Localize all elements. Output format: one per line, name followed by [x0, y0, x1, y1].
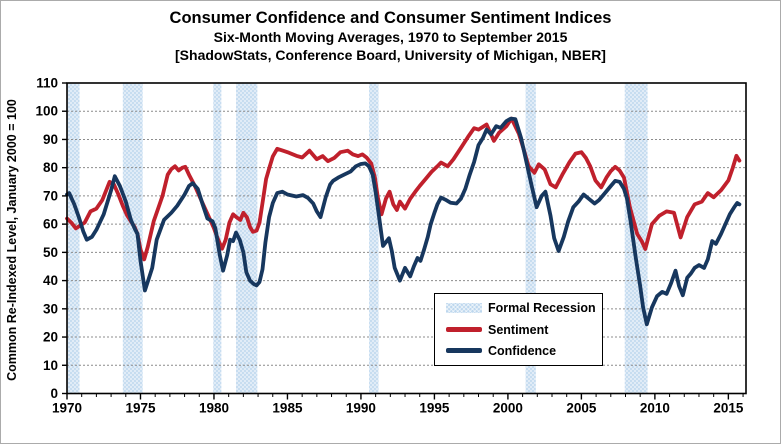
- x-tick-label: 2005: [566, 401, 597, 416]
- recession-band: [236, 83, 258, 394]
- data-series: [65, 116, 742, 327]
- legend-item-confidence: Confidence: [446, 344, 602, 358]
- chart-title: Consumer Confidence and Consumer Sentime…: [169, 9, 612, 27]
- chart-subtitle: Six-Month Moving Averages, 1970 to Septe…: [213, 29, 568, 45]
- confidence-line: [65, 116, 742, 327]
- x-tick-label: 2000: [493, 401, 523, 416]
- x-tick-label: 1985: [272, 401, 303, 416]
- y-tick-label: 80: [43, 160, 58, 175]
- x-tick-label: 1995: [419, 401, 450, 416]
- legend-item-formal-recession: Formal Recession: [446, 301, 602, 315]
- y-tick-label: 100: [35, 104, 58, 119]
- chart-header: Consumer Confidence and Consumer Sentime…: [1, 8, 780, 64]
- recession-band: [525, 83, 536, 394]
- legend-box: Formal Recession Sentiment Confidence: [434, 293, 603, 366]
- legend-label: Sentiment: [488, 322, 549, 337]
- sentiment-line-swatch: [446, 327, 482, 332]
- y-tick-label: 110: [36, 76, 58, 91]
- sentiment-line: [65, 116, 742, 262]
- recession-band: [624, 83, 648, 394]
- y-tick-label: 50: [43, 245, 58, 260]
- recession-band-swatch: [446, 303, 482, 314]
- y-tick-label: 40: [43, 273, 58, 288]
- plot-frame: [66, 82, 747, 395]
- recession-band: [122, 83, 143, 394]
- y-tick-label: 10: [43, 358, 58, 373]
- x-tick-label: 1980: [199, 401, 229, 416]
- y-tick-label: 70: [43, 188, 58, 203]
- confidence-line-swatch: [446, 348, 482, 354]
- axis-ticks: [62, 82, 744, 400]
- legend-item-sentiment: Sentiment: [446, 323, 602, 337]
- x-tick-label: 2015: [713, 401, 744, 416]
- plot-border: [66, 82, 747, 395]
- x-tick-label: 1970: [52, 401, 82, 416]
- axis-tick-labels: 1970 1975 1980 1985 1990 1995 2000 2005 2010 2015…: [35, 76, 743, 416]
- x-tick-label: 1975: [125, 401, 156, 416]
- chart-source-line: [ShadowStats, Conference Board, Universi…: [175, 47, 606, 63]
- recession-band: [369, 83, 379, 394]
- recession-band: [67, 83, 80, 394]
- legend-label: Confidence: [488, 343, 557, 358]
- y-tick-label: 90: [43, 132, 58, 147]
- x-tick-label: 2010: [640, 401, 670, 416]
- y-tick-label: 20: [43, 330, 58, 345]
- x-tick-label: 1990: [346, 401, 376, 416]
- y-tick-label: 30: [43, 301, 58, 316]
- y-tick-label: 60: [43, 217, 58, 232]
- legend-label: Formal Recession: [488, 301, 596, 316]
- y-tick-label: 0: [50, 386, 58, 401]
